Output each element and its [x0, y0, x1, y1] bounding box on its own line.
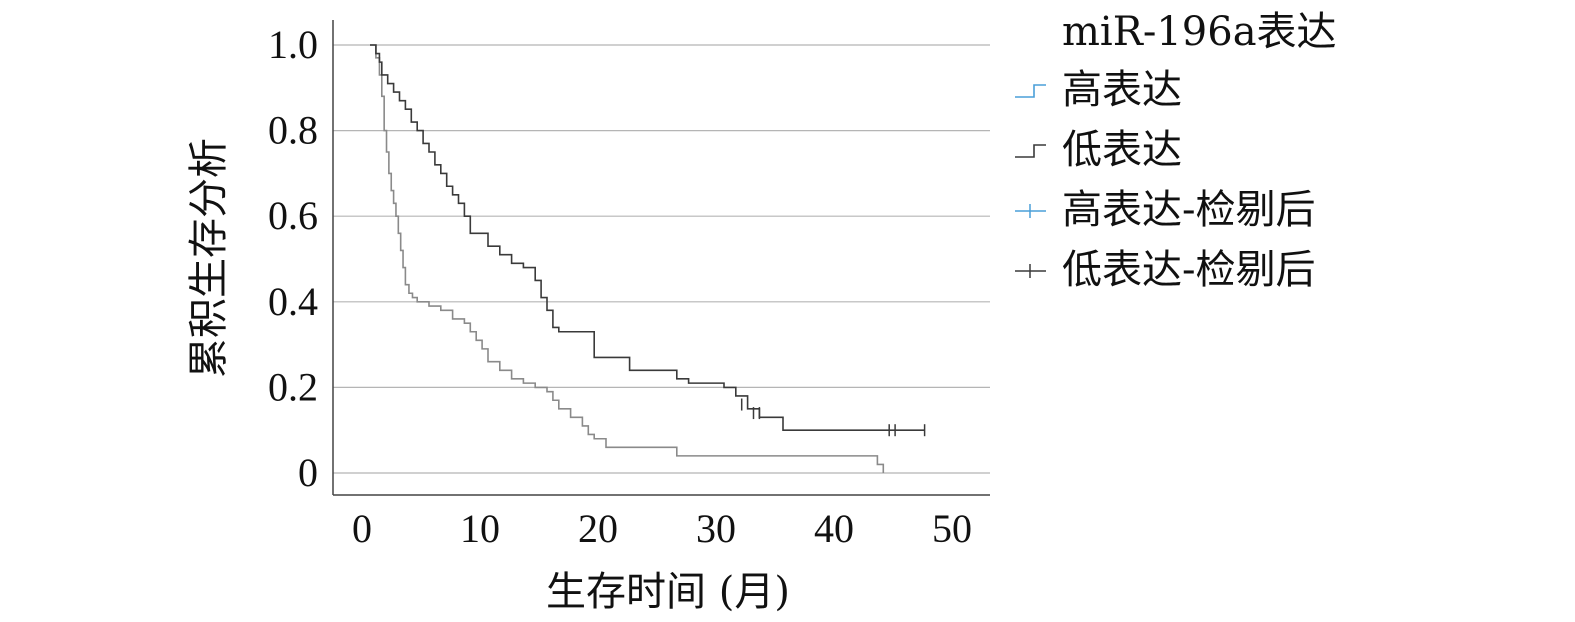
x-tick-label: 0 — [352, 506, 372, 551]
plot-frame — [333, 20, 990, 495]
legend-step-icon — [1015, 144, 1046, 158]
legend-label: 低表达-检剔后 — [1062, 247, 1316, 293]
legend-entry: 高表达-检剔后 — [1015, 187, 1316, 233]
x-axis-title: 生存时间 (月) — [546, 569, 790, 615]
censor-marks — [740, 398, 926, 437]
legend-entry: 低表达-检剔后 — [1015, 247, 1316, 293]
y-tick-label: 0 — [298, 450, 318, 495]
y-tick-label: 0.2 — [268, 364, 318, 409]
x-tick-label: 50 — [932, 506, 972, 551]
x-tick-label: 30 — [696, 506, 736, 551]
y-axis-title: 累积生存分析 — [186, 138, 232, 378]
legend-label: 高表达-检剔后 — [1062, 187, 1316, 233]
survival-curve-0 — [370, 44, 885, 473]
y-tick-label: 1.0 — [268, 22, 318, 67]
legend-entry: 低表达 — [1015, 127, 1182, 173]
axes — [332, 20, 990, 496]
x-tick-label: 40 — [814, 506, 854, 551]
x-tick-label: 10 — [460, 506, 500, 551]
y-tick-label: 0.4 — [268, 279, 318, 324]
legend-label: 低表达 — [1062, 127, 1182, 173]
grid-lines — [333, 44, 990, 474]
survival-curves — [370, 44, 925, 473]
legend-title: miR-196a表达 — [1062, 9, 1337, 55]
legend-label: 高表达 — [1062, 67, 1182, 113]
legend-entry: 高表达 — [1015, 67, 1182, 113]
x-tick-label: 20 — [578, 506, 618, 551]
y-tick-labels: 0 0.2 0.4 0.6 0.8 1.0 — [268, 22, 318, 495]
y-tick-label: 0.8 — [268, 108, 318, 153]
x-tick-labels: 0 10 20 30 40 50 — [352, 506, 972, 551]
survival-curve-1 — [370, 44, 925, 431]
legend-step-icon — [1015, 84, 1046, 98]
y-tick-label: 0.6 — [268, 193, 318, 238]
